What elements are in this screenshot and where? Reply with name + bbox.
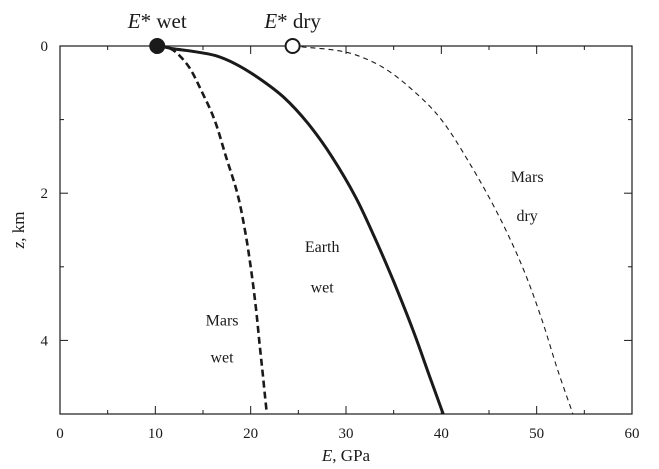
x-tick-label: 50 bbox=[529, 426, 544, 442]
marker-1 bbox=[149, 38, 166, 54]
marker-label-2: E* dry bbox=[263, 9, 321, 33]
x-tick-label: 40 bbox=[434, 426, 449, 442]
x-tick-label: 20 bbox=[243, 426, 258, 442]
x-axis-title: E, GPa bbox=[321, 446, 371, 465]
annotation-2-line-2: wet bbox=[311, 280, 335, 297]
series-line-3 bbox=[292, 45, 574, 415]
annotation-1-line-2: wet bbox=[211, 349, 235, 366]
marker-label-1: E* wet bbox=[127, 9, 187, 33]
x-tick-label: 30 bbox=[339, 426, 354, 442]
plot-frame bbox=[59, 45, 633, 415]
y-tick-label: 0 bbox=[41, 39, 49, 55]
marker-2 bbox=[284, 38, 301, 54]
annotation-3-line-1: Mars bbox=[511, 169, 544, 186]
series-line-1 bbox=[158, 44, 269, 415]
annotation-1-line-1: Mars bbox=[206, 313, 239, 330]
annotation-3-line-2: dry bbox=[516, 208, 537, 225]
y-axis-title: z, km bbox=[9, 212, 28, 250]
y-tick-label: 2 bbox=[41, 186, 49, 202]
x-tick-label: 60 bbox=[625, 426, 640, 442]
y-tick-label: 4 bbox=[41, 333, 49, 349]
x-tick-label: 0 bbox=[56, 426, 64, 442]
annotation-2-line-1: Earth bbox=[305, 239, 340, 256]
x-tick-label: 10 bbox=[148, 426, 163, 442]
series-line-2 bbox=[158, 44, 445, 415]
